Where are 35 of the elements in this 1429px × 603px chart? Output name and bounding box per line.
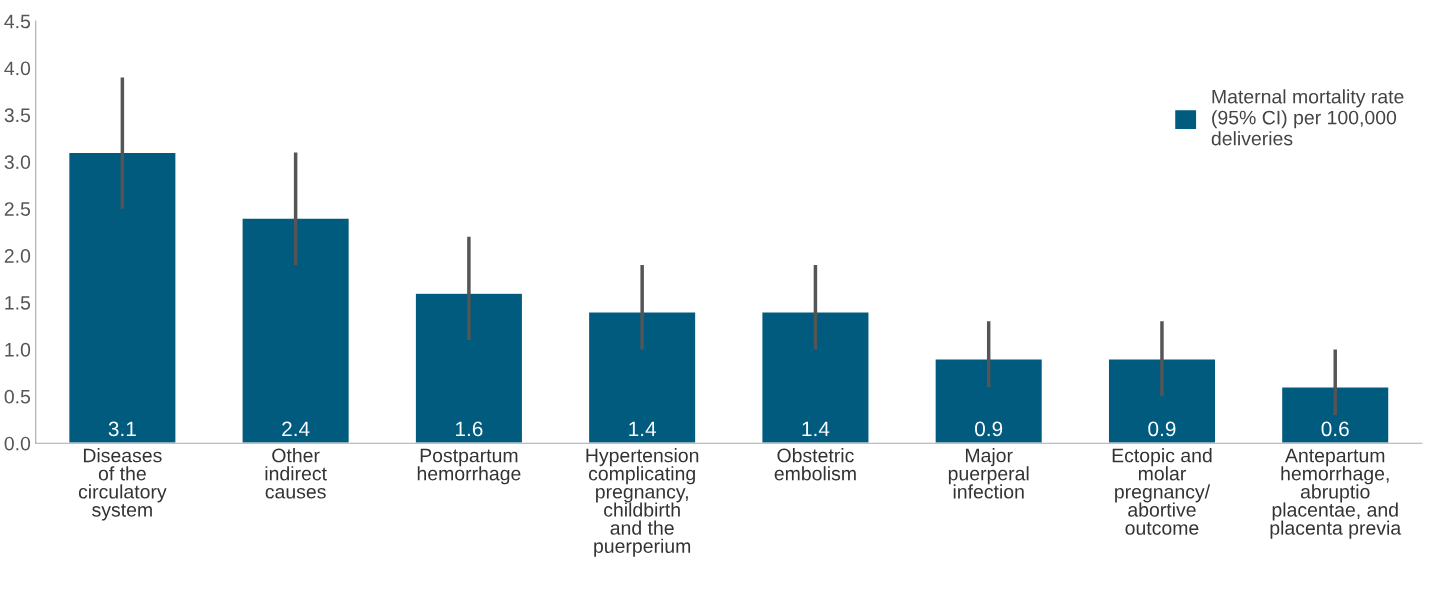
x-tick-label: Major puerperal infection	[948, 448, 1029, 499]
data-label: 0.6	[1321, 421, 1349, 437]
x-tick-label: Antepartum hemorrhage, abruptio placentae, and placenta previa	[1270, 448, 1402, 539]
x-tick-label: Other indirect causes	[265, 448, 327, 499]
y-tick-label: 1.5	[5, 296, 31, 310]
data-label: 0.9	[1148, 421, 1176, 437]
data-label: 3.1	[108, 421, 136, 437]
bar	[587, 311, 697, 444]
data-label: 1.4	[629, 421, 657, 437]
bar	[1107, 358, 1217, 444]
x-tick-label: Postpartum hemorrhage	[417, 448, 521, 485]
bar	[241, 217, 351, 444]
legend-label: Maternal mortality rate (95% CI) per 100,000 deliveries	[1211, 89, 1404, 146]
data-label: 1.6	[456, 421, 483, 437]
bar	[934, 358, 1044, 444]
data-label: 2.4	[282, 421, 310, 437]
y-tick-label: 4.5	[4, 14, 31, 29]
x-tick-label: Obstetric embolism	[774, 448, 856, 481]
y-tick-label: 1.0	[5, 342, 31, 357]
y-tick-label: 2.0	[4, 249, 31, 263]
y-tick-label: 2.5	[4, 202, 31, 216]
y-tick-label: 0.5	[4, 389, 31, 404]
y-tick-label: 4.0	[4, 61, 31, 76]
x-tick-label: Ectopic and molar pregnancy/ abortive outcome	[1112, 448, 1212, 535]
y-tick-label: 3.0	[4, 155, 31, 170]
bar	[67, 151, 177, 444]
bar	[761, 311, 870, 444]
data-label: 1.4	[802, 421, 830, 437]
bar	[414, 292, 524, 444]
data-label: 0.9	[975, 421, 1003, 437]
y-tick-label: 3.5	[4, 108, 31, 123]
bar	[1280, 386, 1390, 444]
y-tick-label: 0.0	[4, 436, 31, 451]
x-tick-label: Diseases of the circulatory system	[78, 448, 167, 521]
x-tick-label: Hypertension complicating pregnancy, childbirth and the puerperium	[586, 448, 699, 557]
